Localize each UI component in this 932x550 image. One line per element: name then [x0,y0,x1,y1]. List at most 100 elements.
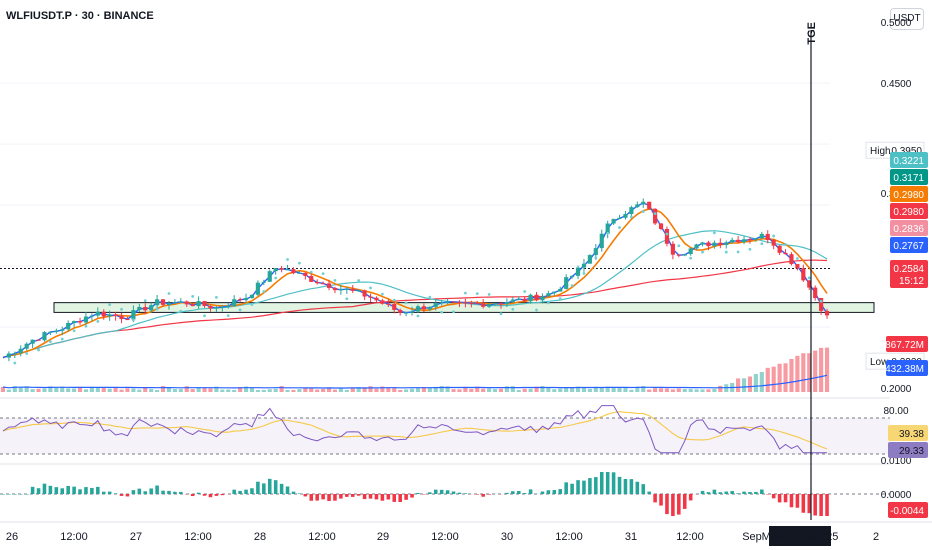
time-tick: 12:00 [184,531,212,543]
macd-bar [475,494,480,495]
candle-body [712,242,717,247]
macd-bar [457,492,462,494]
candle-body [409,311,415,313]
macd-bar [594,477,598,494]
price-axis: 0.50000.45000.36000.2000High0.3950Low0.2… [865,18,928,518]
psar-dot [463,291,467,295]
volume-ma-line [2,374,828,389]
volume-bar [700,389,705,392]
macd-bar [279,483,284,494]
moving-averages [2,202,828,359]
currency-button[interactable]: USDT [890,8,924,30]
macd-bar [30,486,35,494]
candle-body [688,248,693,255]
candle-body [682,254,687,256]
macd-bar [570,483,574,494]
volume-bar [451,389,456,392]
candle-body [285,269,290,271]
macd-bar [428,492,432,494]
psar-dot [570,284,574,287]
macd-bar [712,489,717,494]
rsi-ma-line [2,411,828,450]
psar-dot [404,301,408,305]
psar-dot [214,295,218,299]
macd-bar [439,489,444,494]
macd-bar [564,482,568,494]
candle-body [392,303,397,310]
candle-body [570,275,575,278]
volume-bar [48,386,53,392]
macd-bar [285,486,290,494]
candle-body [267,271,272,282]
psar-dot [131,318,135,322]
volume-bar [72,388,77,392]
candle-body [599,233,604,249]
price-label: 0.3221 [893,156,924,167]
candle-body [273,268,278,272]
high-marker-label: High [870,146,891,157]
macd-bar [665,494,669,515]
candle-body [641,201,646,205]
macd-bar [552,490,557,494]
macd-bar [214,494,219,496]
cursor: TGE [806,22,818,520]
psar-dot [262,290,266,293]
psar-dot [653,212,657,216]
candle-body [160,299,166,305]
volume-bar [611,387,616,392]
symbol-title[interactable]: WLFIUSDT.P · 30 · BINANCE [6,10,154,22]
candle-body [143,306,148,311]
volume-bar [368,386,373,392]
volume-bar [54,387,59,392]
candle-body [730,239,735,243]
candle-body [528,294,533,302]
macd-bar [315,494,319,501]
volume-bar [487,388,492,392]
candle-body [398,309,403,313]
rsi-tick: 80.00 [883,406,908,417]
candle-body [475,303,480,305]
macd-bar [36,488,41,494]
time-tick: 31 [625,531,637,543]
psar-dot [333,278,337,282]
psar-dot [795,257,799,260]
macd-bar [582,480,586,494]
candle-body [558,288,563,292]
macd-bar [297,493,302,494]
candle-body [540,296,545,301]
candle-body [759,233,764,239]
candles [6,198,830,362]
volume-bar [303,387,308,392]
macd-bar [789,494,794,508]
macd-bar [303,494,308,497]
macd-bar [671,494,675,516]
macd-bar [825,494,829,516]
psar-dot [321,272,325,276]
rsi-label: 29.33 [899,446,924,457]
price-tick: 0.2000 [881,384,912,395]
psar-dot [665,232,669,236]
candle-body [72,321,77,323]
psar-dot [499,312,503,316]
psar-dot [380,292,384,296]
macd-bar [309,494,314,501]
ma-slow-line [2,230,828,359]
macd-bar [13,494,17,495]
macd-bar [599,472,604,494]
candle-body [77,321,83,323]
macd-bar [173,491,177,494]
macd-bar [291,491,296,494]
candle-body [137,306,142,311]
psar-dot [546,301,550,305]
volume-bar [694,389,699,392]
psar-dot [677,244,681,248]
price-tick: 0.5000 [881,18,912,29]
macd-bar [445,490,450,494]
volume-bar [463,387,468,392]
price-tick: 0.4500 [881,79,912,90]
psar-dot [250,303,254,306]
candle-body [469,302,474,304]
macd-bar [404,494,408,500]
